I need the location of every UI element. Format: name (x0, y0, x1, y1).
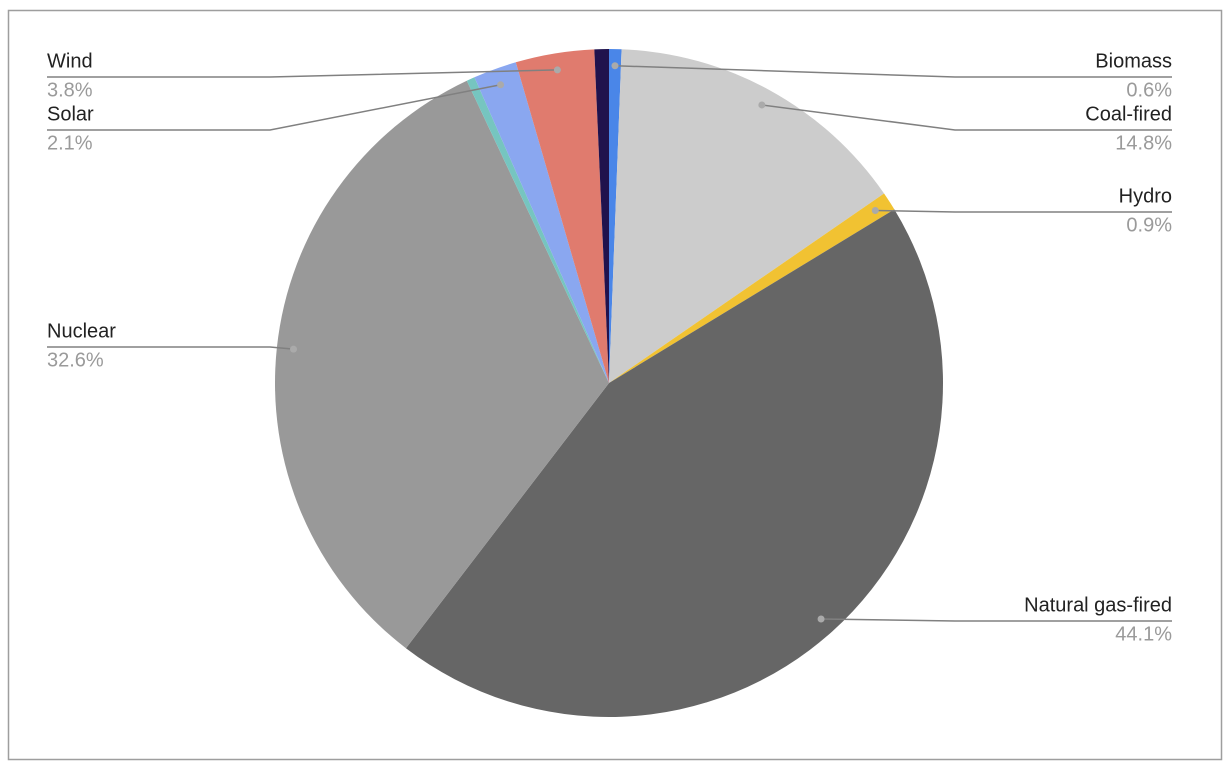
leader-dot (871, 206, 879, 214)
pie-slice (405, 209, 943, 718)
slice-label: Biomass (1095, 50, 1172, 72)
slice-value-label: 3.8% (47, 79, 93, 101)
slice-value-label: 32.6% (47, 349, 104, 371)
pie-slice (466, 77, 609, 383)
pie-slice (609, 49, 622, 383)
leader-line (47, 69, 558, 78)
slice-label: Hydro (1119, 185, 1172, 207)
slice-value-label: 44.1% (1115, 623, 1172, 645)
leader-dot (290, 345, 298, 353)
slice-label: Solar (47, 103, 94, 125)
leader-dot (758, 101, 766, 109)
slice-label: Nuclear (47, 320, 116, 342)
leader-line (614, 65, 1172, 78)
slice-label: Coal-fired (1085, 103, 1172, 125)
pie-slice (515, 49, 609, 383)
slice-label: Natural gas-fired (1024, 594, 1172, 616)
leader-dot (817, 615, 825, 623)
leader-line (47, 84, 501, 131)
leader-dot (497, 81, 505, 89)
leader-line (821, 618, 1172, 622)
slice-value-label: 0.6% (1126, 79, 1172, 101)
slice-value-label: 2.1% (47, 132, 93, 154)
leader-dot (611, 62, 619, 70)
leader-line (47, 346, 294, 350)
leader-line (875, 209, 1172, 213)
slice-value-label: 14.8% (1115, 132, 1172, 154)
leader-dot (553, 66, 561, 74)
leader-line (761, 104, 1172, 131)
slice-label: Wind (47, 50, 93, 72)
pie-slice (594, 49, 609, 383)
pie-slice (609, 49, 885, 384)
pie-slice (474, 62, 609, 384)
pie-slice (274, 80, 609, 649)
slice-value-label: 0.9% (1126, 214, 1172, 236)
pie-slice (609, 193, 895, 383)
